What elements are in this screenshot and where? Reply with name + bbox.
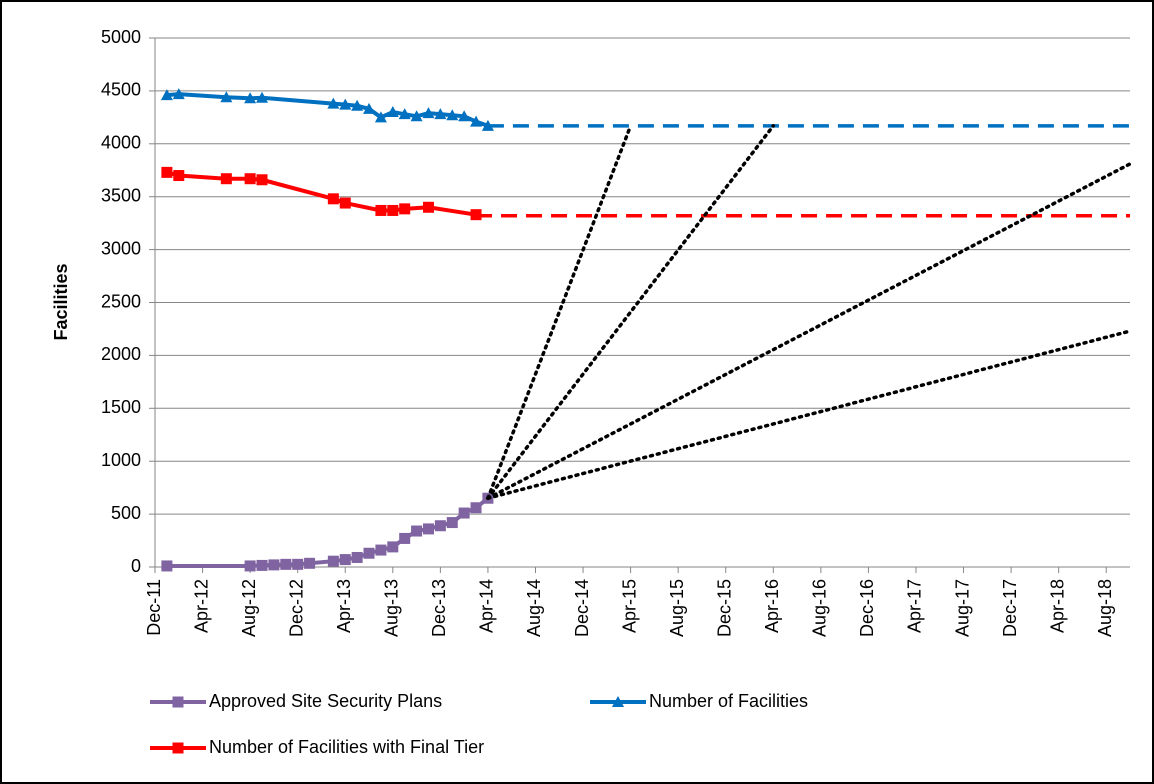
x-tick-label: Apr-13	[334, 579, 354, 633]
data-point	[351, 99, 364, 111]
x-tick-label: Aug-15	[667, 579, 687, 637]
data-point	[256, 91, 269, 103]
series-line	[486, 329, 1132, 500]
data-point	[399, 532, 411, 544]
data-point	[363, 102, 376, 114]
series-line	[486, 162, 1132, 500]
data-point	[398, 108, 411, 120]
legend-label: Number of Facilities	[649, 691, 808, 711]
data-point	[470, 115, 483, 127]
data-point	[256, 174, 268, 186]
y-tick-label: 0	[131, 556, 141, 576]
data-point	[339, 554, 351, 566]
data-point	[387, 541, 399, 553]
data-point	[375, 544, 387, 556]
y-tick-label: 5000	[101, 27, 141, 47]
legend-marker	[172, 696, 184, 708]
data-point	[304, 557, 316, 569]
data-point	[292, 558, 304, 570]
legend-marker	[612, 696, 624, 707]
data-point	[458, 507, 470, 519]
x-tick-label: Apr-18	[1047, 579, 1067, 633]
x-tick-label: Aug-16	[810, 579, 830, 637]
legend-label: Number of Facilities with Final Tier	[209, 737, 484, 757]
data-point	[173, 170, 185, 182]
x-tick-label: Dec-17	[1000, 579, 1020, 637]
x-tick-label: Apr-16	[762, 579, 782, 633]
data-point	[351, 551, 363, 563]
data-point	[244, 173, 256, 185]
data-point	[446, 109, 459, 121]
data-point	[434, 520, 446, 532]
y-tick-label: 3500	[101, 185, 141, 205]
data-point	[280, 558, 292, 570]
data-point	[172, 88, 185, 100]
x-tick-label: Dec-12	[286, 579, 306, 637]
x-tick-label: Aug-17	[952, 579, 972, 637]
x-tick-label: Dec-11	[144, 579, 164, 636]
data-point	[161, 560, 173, 572]
x-tick-label: Apr-12	[191, 579, 211, 633]
data-point	[244, 92, 257, 104]
data-point	[374, 111, 387, 123]
data-point	[327, 193, 339, 205]
y-tick-label: 1500	[101, 397, 141, 417]
legend-label: Approved Site Security Plans	[209, 691, 442, 711]
data-point	[446, 517, 458, 529]
y-tick-label: 2000	[101, 344, 141, 364]
data-point	[161, 166, 173, 178]
data-point	[327, 555, 339, 567]
data-point	[410, 110, 423, 122]
legend-marker	[172, 742, 184, 754]
data-point	[422, 107, 435, 119]
series-line	[486, 124, 633, 500]
data-point	[244, 560, 256, 572]
x-tick-label: Aug-14	[524, 579, 544, 637]
x-tick-label: Dec-15	[714, 579, 734, 637]
data-point	[220, 173, 232, 185]
y-axis-label: Facilities	[51, 263, 71, 340]
x-tick-label: Apr-15	[619, 579, 639, 633]
data-point	[411, 525, 423, 537]
x-tick-label: Dec-16	[857, 579, 877, 637]
x-tick-label: Apr-17	[905, 579, 925, 633]
data-point	[339, 197, 351, 209]
x-tick-label: Aug-13	[382, 579, 402, 637]
x-tick-label: Dec-14	[572, 579, 592, 637]
data-point	[458, 110, 471, 122]
x-tick-label: Aug-12	[239, 579, 259, 637]
data-point	[422, 201, 434, 213]
data-point	[160, 89, 173, 101]
x-tick-label: Aug-18	[1095, 579, 1115, 637]
y-tick-label: 2500	[101, 291, 141, 311]
data-point	[256, 559, 268, 571]
data-point	[220, 91, 233, 103]
data-point	[386, 106, 399, 118]
series-line	[486, 124, 776, 500]
data-point	[422, 523, 434, 535]
data-point	[339, 98, 352, 110]
x-tick-label: Apr-14	[477, 579, 497, 633]
data-point	[387, 204, 399, 216]
data-point	[434, 108, 447, 120]
data-point	[363, 547, 375, 559]
y-tick-label: 1000	[101, 450, 141, 470]
data-point	[470, 502, 482, 514]
x-tick-label: Dec-13	[429, 579, 449, 637]
data-point	[327, 97, 340, 109]
data-point	[399, 203, 411, 215]
data-point	[268, 559, 280, 571]
y-tick-label: 4500	[101, 80, 141, 100]
data-point	[375, 204, 387, 216]
y-tick-label: 3000	[101, 238, 141, 258]
y-tick-label: 500	[111, 503, 141, 523]
y-tick-label: 4000	[101, 133, 141, 153]
